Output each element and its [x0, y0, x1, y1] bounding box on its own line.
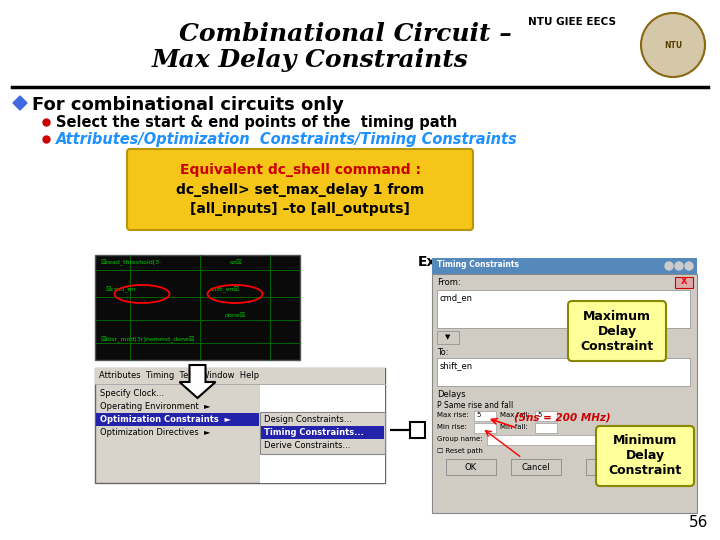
Text: so☒: so☒ — [230, 260, 243, 265]
Text: dc_shell> set_max_delay 1 from: dc_shell> set_max_delay 1 from — [176, 183, 424, 197]
FancyBboxPatch shape — [437, 290, 690, 328]
Text: ☒bisr_mod[3r]nemmd_done☒: ☒bisr_mod[3r]nemmd_done☒ — [100, 337, 194, 343]
FancyBboxPatch shape — [511, 459, 561, 475]
FancyBboxPatch shape — [260, 384, 385, 483]
Text: Minimum
Delay
Constraint: Minimum Delay Constraint — [608, 435, 682, 477]
Text: Group name:: Group name: — [437, 436, 482, 442]
Text: Specify Clock...: Specify Clock... — [100, 389, 164, 398]
Text: Operating Environment  ►: Operating Environment ► — [100, 402, 210, 411]
Text: Optimization Constraints  ►: Optimization Constraints ► — [100, 415, 231, 424]
Text: P Same rise and fall: P Same rise and fall — [437, 401, 513, 410]
FancyBboxPatch shape — [535, 423, 557, 433]
FancyBboxPatch shape — [596, 426, 694, 486]
FancyBboxPatch shape — [432, 274, 697, 513]
FancyBboxPatch shape — [261, 426, 384, 439]
Polygon shape — [13, 96, 27, 110]
FancyBboxPatch shape — [95, 255, 300, 360]
Text: [all_inputs] –to [all_outputs]: [all_inputs] –to [all_outputs] — [190, 202, 410, 216]
Text: Select the start & end points of the  timing path: Select the start & end points of the tim… — [56, 115, 457, 130]
Text: 56: 56 — [688, 515, 708, 530]
Text: Design Constraints...: Design Constraints... — [264, 415, 352, 424]
FancyBboxPatch shape — [127, 149, 473, 230]
FancyBboxPatch shape — [96, 413, 259, 426]
Text: Ex:: Ex: — [418, 255, 442, 269]
FancyBboxPatch shape — [474, 411, 496, 421]
Text: (5ns = 200 MHz): (5ns = 200 MHz) — [514, 413, 611, 423]
Circle shape — [675, 262, 683, 270]
Text: Optimization Directives  ►: Optimization Directives ► — [100, 428, 210, 437]
Text: Min fall:: Min fall: — [500, 424, 528, 430]
FancyBboxPatch shape — [260, 412, 385, 454]
FancyBboxPatch shape — [437, 331, 459, 344]
Text: shift_en☒: shift_en☒ — [210, 287, 240, 293]
Circle shape — [685, 262, 693, 270]
Text: ▼: ▼ — [445, 334, 451, 340]
FancyBboxPatch shape — [446, 459, 496, 475]
Text: Max fall:: Max fall: — [500, 412, 530, 418]
Polygon shape — [179, 365, 215, 398]
Text: For combinational circuits only: For combinational circuits only — [32, 96, 344, 114]
Text: Equivalent dc_shell command :: Equivalent dc_shell command : — [179, 163, 420, 177]
Text: Combinational Circuit –: Combinational Circuit – — [179, 22, 511, 46]
Text: Min rise:: Min rise: — [437, 424, 467, 430]
Text: NTU GIEE EECS: NTU GIEE EECS — [528, 17, 616, 27]
FancyBboxPatch shape — [437, 358, 690, 386]
Text: Apply: Apply — [599, 462, 623, 471]
Text: done☒: done☒ — [225, 313, 246, 318]
Text: Max rise:: Max rise: — [437, 412, 469, 418]
Polygon shape — [390, 422, 425, 438]
Text: X: X — [680, 278, 688, 287]
FancyBboxPatch shape — [95, 368, 385, 483]
Text: OK: OK — [465, 462, 477, 471]
Circle shape — [641, 13, 705, 77]
Text: ☒read_threshold[3·: ☒read_threshold[3· — [100, 260, 161, 266]
FancyBboxPatch shape — [432, 258, 697, 274]
Text: Delays: Delays — [437, 390, 466, 399]
FancyBboxPatch shape — [474, 423, 496, 433]
FancyBboxPatch shape — [95, 368, 385, 384]
Text: From:: From: — [437, 278, 461, 287]
Text: Max Delay Constraints: Max Delay Constraints — [152, 48, 469, 72]
Circle shape — [665, 262, 673, 270]
Text: ☒cmd_en: ☒cmd_en — [105, 287, 135, 293]
FancyBboxPatch shape — [568, 301, 666, 361]
FancyBboxPatch shape — [535, 411, 557, 421]
Text: 5: 5 — [537, 412, 541, 418]
FancyBboxPatch shape — [586, 459, 636, 475]
Text: cmd_en: cmd_en — [440, 293, 473, 302]
Text: shift_en: shift_en — [440, 361, 473, 370]
Text: Timing Constraints...: Timing Constraints... — [264, 428, 364, 437]
Text: Attributes/Optimization  Constraints/Timing Constraints: Attributes/Optimization Constraints/Timi… — [56, 132, 518, 147]
Text: Maximum
Delay
Constraint: Maximum Delay Constraint — [580, 309, 654, 353]
Text: ☐ Reset path: ☐ Reset path — [437, 448, 483, 454]
FancyBboxPatch shape — [487, 435, 690, 445]
Text: Cancel: Cancel — [522, 462, 550, 471]
Text: Timing Constraints: Timing Constraints — [437, 260, 519, 269]
Text: Derive Constraints...: Derive Constraints... — [264, 441, 351, 450]
Text: To:: To: — [437, 348, 449, 357]
FancyBboxPatch shape — [675, 277, 693, 288]
Text: 5: 5 — [476, 412, 480, 418]
Text: Attributes  Timing  Test  Window  Help: Attributes Timing Test Window Help — [99, 371, 259, 380]
Text: NTU: NTU — [664, 40, 682, 50]
